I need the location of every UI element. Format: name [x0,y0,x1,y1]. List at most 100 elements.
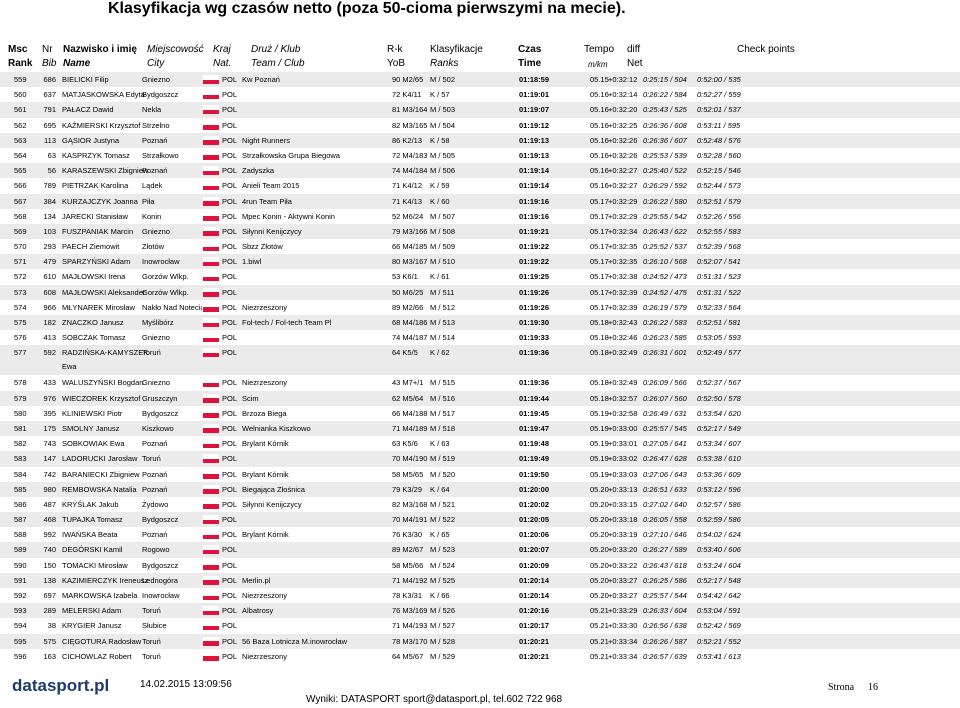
nation: POL [222,606,238,616]
time: 01:19:25 [519,272,550,282]
time: 01:19:26 [519,287,550,297]
runner-name: ZNACZKO Janusz [62,318,124,327]
time: 01:19:36 [519,378,550,388]
runner-name: GĄSIOR Justyna [62,135,120,145]
yob-class: 76 K3/30 [392,530,423,540]
tempo: 05.16 [590,120,609,130]
header-label: YoB [387,58,405,69]
yob-class: 72 K4/11 [392,90,422,100]
diff: +0:32:46 [608,333,638,343]
yob-class: 79 K3/29 [392,484,423,494]
yob-class: 70 M4/191 [392,515,428,525]
tempo: 05.17 [590,226,609,236]
rank: 577 [14,348,27,358]
city: Kiszkowo [142,423,174,433]
result-row: 564 63 KASPRZYK Tomasz Strzałkowo POL Strzałk… [0,148,960,163]
runner-name: MATJASKOWSKA Edyta [62,90,145,100]
nation: POL [222,499,238,509]
rank: 594 [14,621,27,631]
team: Merlin.pl [242,575,271,585]
city: Toruń [142,636,161,646]
flag-white [203,393,219,399]
flag-red [203,595,219,600]
nation: POL [222,120,238,130]
net: 0:26:36 / 607 [643,135,687,145]
checkpoint: 0:52:17 / 549 [697,423,741,433]
header-label: City [147,58,165,69]
runner-name: MŁYNAREK Mirosław [62,302,135,312]
diff: +0:32:12 [608,75,638,84]
yob-class: 58 M5/65 [392,469,424,479]
bib: 113 [44,135,56,145]
nation: POL [222,90,238,100]
flag-white [203,302,219,308]
rank: 567 [14,196,27,206]
flag-white [203,166,219,171]
flag [203,150,219,160]
tempo: 05.18 [590,348,609,358]
time: 01:19:01 [519,90,550,100]
tempo: 05.20 [590,484,609,494]
flag-red [203,155,219,160]
nation: POL [222,211,238,221]
flag-white [203,150,219,156]
net: 0:25:53 / 539 [643,150,687,160]
tempo: 05.20 [590,515,609,525]
checkpoint: 0:52:59 / 586 [697,515,741,525]
tempo: 05.20 [590,545,609,555]
time: 01:20:06 [519,530,550,540]
time: 01:20:00 [519,484,550,494]
flag-white [203,242,219,247]
diff: +0:32:20 [608,105,638,115]
bib: 966 [43,302,56,312]
nation: POL [222,242,238,252]
result-row: 586 487 KRYŚLAK Jakub Żydowo POL Siłynni Keni… [0,497,960,512]
yob-class: 71 K4/13 [392,196,423,206]
category-rank: M / 527 [430,621,456,631]
city: Bydgoszcz [142,515,179,525]
checkpoint: 0:53:41 / 613 [697,651,741,661]
category-rank: K / 60 [430,196,450,206]
flag-red [203,413,219,418]
print-date: 14.02.2015 13:09:56 [140,679,232,690]
bib: 56 [47,166,56,176]
city: Żydowo [142,499,169,509]
tempo: 05.16 [590,166,609,176]
category-rank: M / 518 [430,423,456,433]
result-row: 580 395 KLINIEWSKI Piotr Bydgoszcz POL Brzoza… [0,406,960,421]
header-label: diff [627,44,641,55]
yob-class: 70 M4/190 [392,454,428,464]
diff: +0:32:57 [608,393,638,403]
net: 0:27:02 / 640 [643,499,687,509]
time: 01:20:21 [519,636,550,646]
runner-name: KURZAJCZYK Joanna [62,196,138,206]
header-label: Czas [518,44,542,55]
flag-red [203,201,219,206]
runner-name: SMOLNY Janusz [62,423,120,433]
diff: +0:33:29 [608,606,638,616]
city: Strzelno [142,120,170,130]
category-rank: M / 514 [430,333,456,343]
bib: 175 [43,423,56,433]
nation: POL [222,272,238,282]
flag-red [203,79,219,84]
checkpoint: 0:52:55 / 583 [697,226,741,236]
tempo: 05.20 [590,560,609,570]
flag-white [203,651,219,657]
tempo: 05.17 [590,302,609,312]
flag-white [203,318,219,323]
nation: POL [222,423,238,433]
runner-name: LADORUCKI Jarosław [62,454,138,464]
runner-name: IWAŃSKA Beata [62,530,118,540]
rank: 585 [14,484,27,494]
net: 0:26:26 / 587 [643,636,687,646]
nation: POL [222,484,238,494]
flag [203,606,219,616]
flag-white [203,591,219,596]
net: 0:26:43 / 618 [643,560,687,570]
checkpoint: 0:54:02 / 624 [697,530,741,540]
diff: +0:33:34 [608,651,638,661]
flag-red [203,382,219,388]
diff: +0:32:34 [608,226,638,236]
checkpoint: 0:52:39 / 568 [697,242,741,252]
